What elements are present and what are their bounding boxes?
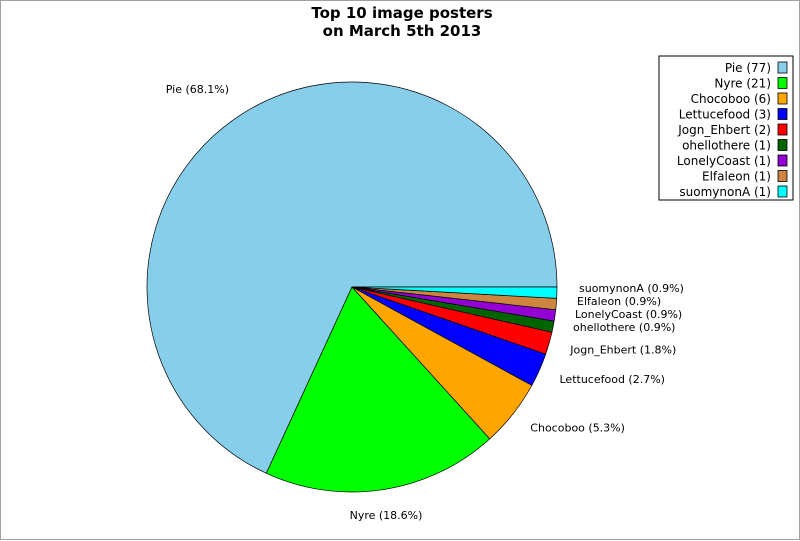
legend-label-ohellothere: ohellothere (1) [682, 139, 771, 153]
slice-labels: Pie (68.1%) Nyre (18.6%) Chocoboo (5.3%) Le… [166, 83, 684, 522]
slice-label-lonelycoast: LonelyCoast (0.9%) [575, 308, 682, 321]
legend-swatch-suomynona [777, 185, 788, 198]
legend-swatch-lettucefood [777, 108, 788, 120]
legend-box [658, 55, 794, 201]
legend-label-nyre: Nyre (21) [714, 77, 771, 91]
legend-swatch-ohellothere [777, 139, 788, 151]
pie-slice-suomynona [351, 286, 558, 299]
legend-swatch-lonelycoast [777, 154, 788, 167]
legend-label-lonelycoast: LonelyCoast (1) [677, 154, 771, 168]
slice-label-chocoboo: Chocoboo (5.3%) [530, 422, 625, 435]
legend-label-elfaleon: Elfaleon (1) [702, 170, 771, 184]
chart-title-line-1: Top 10 image posters [311, 4, 492, 22]
legend-label-pie: Pie (77) [725, 61, 771, 75]
slice-label-elfaleon: Elfaleon (0.9%) [577, 295, 661, 308]
legend-swatch-elfaleon [777, 170, 788, 182]
chart-title-line-2: on March 5th 2013 [323, 22, 482, 40]
legend-swatch-nyre [777, 77, 788, 89]
legend-label-suomynona: suomynonA (1) [679, 185, 771, 199]
slice-label-jogn-ehbert: Jogn_Ehbert (1.8%) [569, 343, 676, 356]
legend: Pie (77) Nyre (21)Chocoboo (6) Lettucefood… [658, 55, 794, 201]
legend-swatch-chocoboo [777, 92, 788, 105]
legend-label-jogn-ehbert: Jogn_Ehbert (2) [677, 123, 771, 137]
pie-slices [146, 81, 558, 493]
slice-label-ohellothere: ohellothere (0.9%) [573, 321, 675, 334]
slice-label-nyre: Nyre (18.6%) [350, 509, 423, 522]
legend-label-chocoboo: Chocoboo (6) [691, 92, 771, 106]
legend-label-lettucefood: Lettucefood (3) [679, 108, 771, 122]
pie-slice-pie [146, 81, 558, 474]
legend-swatch-jogn-ehbert [777, 123, 788, 136]
legend-swatch-pie [777, 61, 788, 74]
slice-label-lettucefood: Lettucefood (2.7%) [560, 373, 665, 386]
pie-slice-nyre [265, 286, 491, 493]
slice-label-suomynona: suomynonA (0.9%) [579, 282, 684, 295]
slice-label-pie: Pie (68.1%) [166, 83, 229, 96]
